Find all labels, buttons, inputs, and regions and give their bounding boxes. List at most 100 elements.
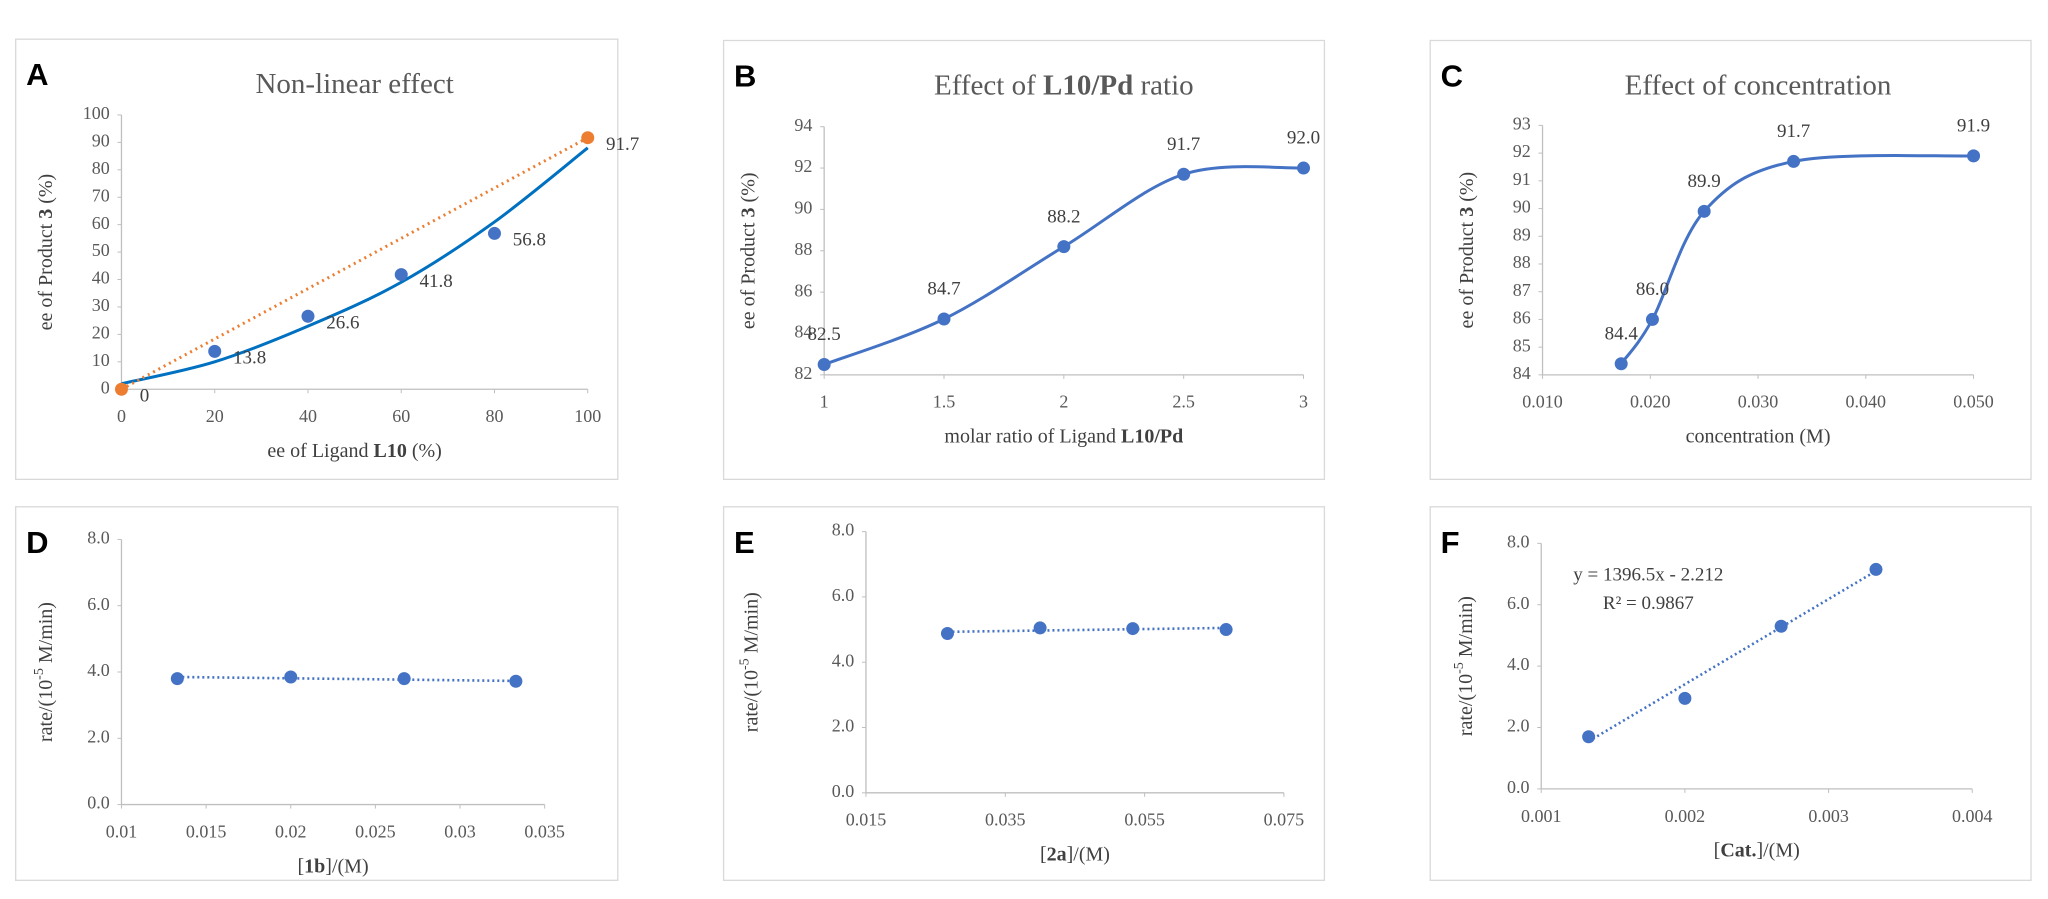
panel-frame: [722, 506, 1326, 881]
y-tick-label: 4.0: [87, 660, 110, 680]
x-tick-label: 0.015: [186, 821, 227, 841]
data-point: [284, 670, 298, 684]
y-axis-title: rate/(10-5 M/min): [737, 592, 762, 732]
text-part: 3: [35, 209, 57, 219]
y-tick-label: 8.0: [87, 528, 110, 548]
data-point: [1787, 154, 1801, 168]
y-tick-label: 88: [1513, 252, 1531, 272]
x-tick-label: 1.5: [933, 392, 956, 412]
x-axis-title: molar ratio of Ligand L10/Pd: [944, 425, 1183, 447]
text-part: Cat.: [1720, 839, 1756, 861]
y-tick-label: 2.0: [1507, 716, 1530, 736]
y-tick-label: 80: [92, 158, 110, 178]
text-part: -5: [32, 668, 47, 680]
data-point: [1126, 622, 1140, 636]
text-part: L10: [373, 440, 406, 462]
y-tick-label: 90: [92, 130, 110, 150]
text-part: concentration (M): [1686, 425, 1831, 447]
annotation: y = 1396.5x - 2.212: [1573, 564, 1723, 585]
text-part: ratio: [1133, 69, 1193, 101]
y-tick-label: 84: [794, 322, 812, 342]
data-point: [1678, 691, 1692, 705]
x-tick-label: 0.01: [106, 821, 138, 841]
y-tick-label: 2.0: [832, 716, 855, 736]
data-label: 84.7: [927, 279, 960, 300]
panel-frame: [15, 506, 619, 881]
y-tick-label: 82: [794, 363, 812, 383]
panel-letter: B: [734, 59, 756, 94]
text-part: M/min): [740, 592, 762, 658]
data-label: 56.8: [513, 230, 546, 251]
y-axis-title: rate/(10-5 M/min): [1451, 596, 1476, 736]
text-part: M/min): [35, 602, 57, 668]
panel-letter: C: [1441, 59, 1463, 94]
x-axis-title: [Cat.]/(M): [1714, 839, 1800, 861]
data-point: [1033, 621, 1047, 635]
data-point: [208, 344, 222, 358]
text-part: [: [1714, 839, 1721, 861]
text-part: L10/Pd: [1121, 425, 1183, 447]
y-tick-label: 100: [83, 103, 110, 123]
y-tick-label: 70: [92, 185, 110, 205]
data-point: [1645, 312, 1659, 326]
x-tick-label: 0.040: [1846, 392, 1887, 412]
text-part: M/min): [1454, 596, 1476, 662]
x-tick-label: 3: [1299, 392, 1308, 412]
data-point: [1582, 730, 1596, 744]
x-tick-label: 0: [117, 406, 126, 426]
annotation: R² = 0.9867: [1603, 593, 1694, 614]
text-part: rate/(10: [1454, 674, 1476, 736]
data-label: 86.0: [1636, 279, 1669, 300]
text-part: molar ratio of Ligand: [944, 425, 1121, 447]
x-axis-title: ee of Ligand L10 (%): [267, 440, 441, 462]
data-label: 84.4: [1605, 323, 1639, 344]
text-part: Effect of: [934, 69, 1043, 101]
data-label: 89.9: [1688, 171, 1721, 192]
data-point: [1697, 204, 1711, 218]
y-tick-label: 89: [1513, 224, 1531, 244]
x-tick-label: 0.010: [1522, 392, 1563, 412]
y-tick-label: 84: [1513, 363, 1531, 383]
panel-letter: A: [26, 57, 48, 92]
text-part: ee of Product: [737, 217, 759, 329]
x-tick-label: 40: [299, 406, 317, 426]
data-label: 91.9: [1957, 116, 1990, 137]
x-tick-label: 0.002: [1665, 806, 1706, 826]
y-tick-label: 86: [1513, 308, 1531, 328]
data-point: [1774, 619, 1788, 633]
x-tick-label: 0.003: [1808, 806, 1849, 826]
y-tick-label: 2.0: [87, 726, 110, 746]
panel-letter: D: [26, 525, 48, 560]
data-point: [114, 382, 128, 396]
data-point: [1177, 167, 1191, 181]
y-tick-label: 4.0: [1507, 654, 1530, 674]
text-part: ]/(M): [1067, 843, 1110, 865]
y-tick-label: 93: [1513, 114, 1531, 134]
x-tick-label: 80: [485, 406, 503, 426]
y-tick-label: 91: [1513, 169, 1531, 189]
text-part: [: [297, 855, 304, 877]
x-tick-label: 0.030: [1738, 392, 1779, 412]
data-point: [487, 226, 501, 240]
y-tick-label: 4.0: [832, 650, 855, 670]
y-axis-title: ee of Product 3 (%): [1456, 172, 1478, 329]
panel-frame: [722, 39, 1326, 480]
x-tick-label: 0.03: [444, 821, 476, 841]
y-tick-label: 85: [1513, 335, 1531, 355]
chart-title: Effect of L10/Pd ratio: [934, 69, 1194, 101]
y-tick-label: 8.0: [832, 520, 855, 540]
data-label: 0: [140, 385, 150, 406]
x-tick-label: 0.02: [275, 821, 307, 841]
data-label: 92.0: [1287, 128, 1320, 149]
data-point: [940, 626, 954, 640]
data-point: [509, 674, 523, 688]
y-tick-label: 6.0: [87, 594, 110, 614]
x-tick-label: 0.025: [355, 821, 396, 841]
y-tick-label: 92: [1513, 141, 1531, 161]
y-tick-label: 6.0: [1507, 593, 1530, 613]
data-point: [1057, 240, 1071, 254]
text-part: ]/(M): [325, 855, 368, 877]
y-tick-label: 0: [101, 377, 110, 397]
data-point: [397, 672, 411, 686]
trendline: [1587, 569, 1877, 743]
